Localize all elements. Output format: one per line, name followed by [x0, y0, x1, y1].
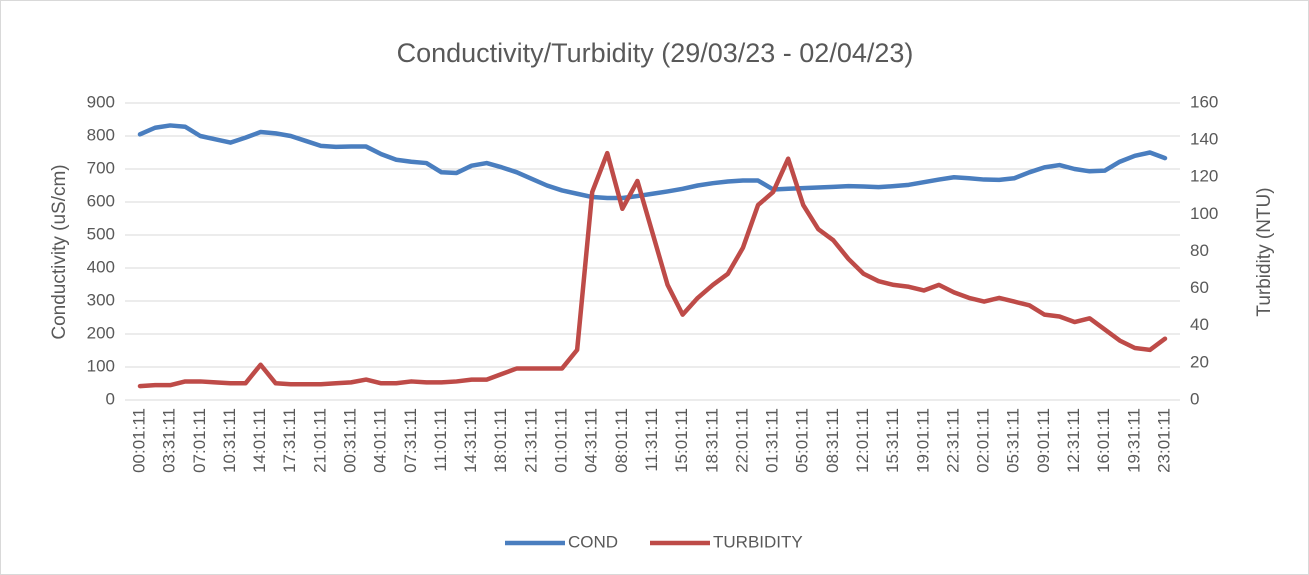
x-tick-label: 07:31:11	[401, 408, 420, 473]
y2-tick-label: 60	[1190, 278, 1209, 297]
y2-tick-label: 0	[1190, 389, 1199, 408]
x-tick-label: 18:01:11	[491, 408, 510, 473]
y2-tick-label: 100	[1190, 204, 1218, 223]
y-tick-label: 600	[87, 191, 115, 210]
y2-tick-label: 80	[1190, 241, 1209, 260]
chart-title: Conductivity/Turbidity (29/03/23 - 02/04…	[397, 38, 914, 68]
series-line	[137, 123, 1168, 201]
x-tick-label: 23:01:11	[1154, 408, 1173, 473]
x-tick-label: 15:31:11	[883, 408, 902, 473]
y-tick-label: 800	[87, 125, 115, 144]
x-tick-label: 16:01:11	[1094, 408, 1113, 473]
y-axis-label: Conductivity (uS/cm)	[49, 164, 70, 339]
x-tick-label: 08:01:11	[612, 408, 631, 473]
x-tick-label: 12:31:11	[1064, 408, 1083, 473]
y2-tick-label: 40	[1190, 315, 1209, 334]
y2-axis-label: Turbidity (NTU)	[1254, 187, 1275, 316]
x-tick-label: 19:01:11	[913, 408, 932, 473]
x-tick-label: 18:31:11	[702, 408, 721, 473]
x-tick-label: 08:31:11	[823, 408, 842, 473]
y2-tick-label: 120	[1190, 167, 1218, 186]
x-tick-label: 04:31:11	[582, 408, 601, 473]
y-tick-label: 100	[87, 356, 115, 375]
x-tick-label: 22:01:11	[732, 408, 751, 473]
x-tick-label: 21:31:11	[521, 408, 540, 473]
x-tick-label: 07:01:11	[190, 408, 209, 473]
y2-tick-label: 140	[1190, 130, 1218, 149]
y2-tick-label: 160	[1190, 92, 1218, 111]
x-tick-label: 14:31:11	[461, 408, 480, 473]
x-tick-label: 11:01:11	[431, 408, 450, 472]
x-tick-label: 01:31:11	[763, 408, 782, 473]
y2-tick-label: 20	[1190, 352, 1209, 371]
series-line	[137, 150, 1168, 389]
x-tick-label: 01:01:11	[552, 408, 571, 473]
x-tick-label: 22:31:11	[943, 408, 962, 473]
x-tick-label: 14:01:11	[250, 408, 269, 473]
y-tick-label: 200	[87, 323, 115, 342]
x-tick-label: 04:01:11	[371, 408, 390, 473]
x-tick-label: 11:31:11	[642, 408, 661, 472]
x-tick-label: 12:01:11	[853, 408, 872, 473]
y-tick-label: 0	[106, 389, 115, 408]
x-tick-label: 19:31:11	[1124, 408, 1143, 473]
x-tick-label: 00:01:11	[129, 408, 148, 473]
y-tick-label: 400	[87, 257, 115, 276]
x-tick-label: 15:01:11	[672, 408, 691, 473]
y-tick-label: 700	[87, 158, 115, 177]
legend-label: COND	[568, 532, 618, 551]
x-tick-label: 21:01:11	[310, 408, 329, 473]
x-tick-label: 05:01:11	[793, 408, 812, 473]
x-tick-label: 09:01:11	[1034, 408, 1053, 473]
x-tick-label: 05:31:11	[1004, 408, 1023, 473]
legend-label: TURBIDITY	[713, 532, 803, 551]
y-tick-label: 300	[87, 290, 115, 309]
x-tick-label: 00:31:11	[341, 408, 360, 473]
y-tick-label: 900	[87, 92, 115, 111]
x-tick-label: 17:31:11	[280, 408, 299, 473]
x-tick-label: 02:01:11	[974, 408, 993, 473]
x-tick-label: 03:31:11	[160, 408, 179, 473]
y-tick-label: 500	[87, 224, 115, 243]
x-tick-label: 10:31:11	[220, 408, 239, 473]
